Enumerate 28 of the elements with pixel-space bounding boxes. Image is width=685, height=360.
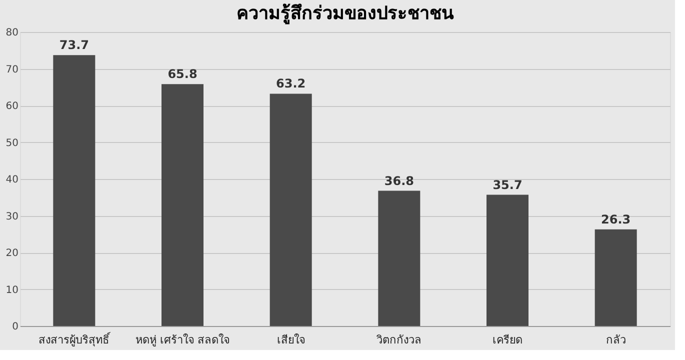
bar: [378, 190, 420, 326]
data-label: 65.8: [168, 67, 198, 82]
bar: [270, 94, 312, 326]
y-tick-label: 0: [12, 322, 18, 332]
data-label: 63.2: [276, 76, 306, 91]
y-tick-label: 50: [6, 138, 18, 149]
y-tick-label: 60: [6, 101, 18, 112]
x-tick-label: เสียใจ: [276, 334, 305, 346]
data-label: 73.7: [59, 38, 89, 52]
x-tick-label: สงสารผู้บริสุทธิ์: [38, 332, 112, 346]
data-label: 26.3: [601, 212, 631, 226]
chart-title: ความรู้สึกร่วมของประชาชน: [236, 3, 454, 25]
y-tick-label: 80: [6, 28, 18, 38]
y-tick-label: 20: [6, 248, 18, 259]
bar: [486, 194, 528, 326]
y-tick-label: 70: [6, 64, 18, 76]
y-tick-label: 10: [6, 284, 18, 296]
x-tick-label: วิตกกังวล: [376, 334, 422, 346]
bar: [594, 229, 637, 326]
y-tick-label: 40: [6, 174, 18, 186]
bar: [162, 84, 204, 326]
x-tick-label: เครียด: [492, 334, 522, 346]
x-tick-label: หดหู่ เศร้าใจ สลดใจ: [136, 334, 230, 346]
bar: [53, 55, 96, 326]
data-label: 35.7: [492, 178, 522, 192]
data-label: 36.8: [384, 174, 414, 188]
y-tick-label: 30: [6, 211, 18, 222]
x-tick-label: กลัว: [606, 334, 626, 346]
